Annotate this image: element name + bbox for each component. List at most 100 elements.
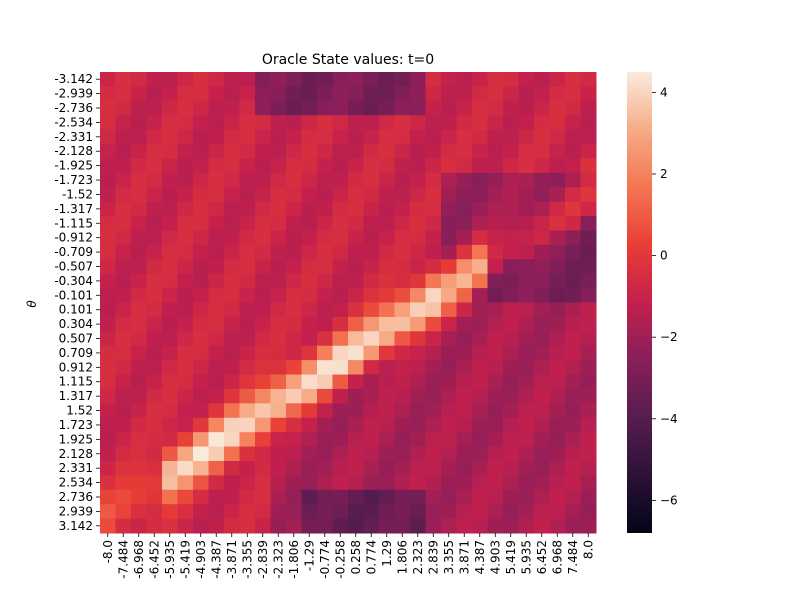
heatmap-cell [425, 115, 442, 131]
heatmap-cell [301, 187, 318, 203]
heatmap-cell [565, 403, 581, 419]
heatmap-cell [379, 187, 395, 203]
heatmap-cell [193, 129, 209, 145]
heatmap-cell [146, 331, 163, 347]
heatmap-cell [456, 288, 473, 303]
heatmap-cell [518, 172, 535, 188]
heatmap-cell [348, 331, 364, 347]
heatmap-cell [100, 504, 116, 520]
heatmap-cell [301, 460, 318, 476]
heatmap-cell [239, 518, 256, 534]
heatmap-cell [177, 129, 194, 145]
heatmap-cell [534, 201, 550, 217]
heatmap-cell [518, 100, 535, 116]
heatmap-cell [255, 518, 271, 534]
heatmap-cell [162, 302, 178, 318]
y-tick-label: -0.912 [54, 231, 93, 245]
heatmap-cell [301, 374, 318, 390]
heatmap-cell [208, 273, 225, 289]
heatmap-cell [487, 100, 504, 116]
heatmap-cell [518, 158, 535, 174]
heatmap-cell [255, 432, 271, 448]
heatmap-cell [534, 360, 550, 376]
heatmap-cell [286, 316, 302, 332]
heatmap-cell [286, 331, 302, 347]
heatmap-cell [441, 187, 457, 203]
heatmap-cell [146, 403, 163, 419]
heatmap-cell [518, 460, 535, 476]
heatmap-cell [224, 302, 240, 318]
heatmap-cell [301, 504, 318, 520]
heatmap-cell [379, 504, 395, 520]
heatmap-cell [301, 244, 318, 260]
heatmap-cell [146, 259, 163, 275]
heatmap-cell [394, 288, 411, 303]
heatmap-cell [394, 518, 411, 534]
heatmap-cell [255, 216, 271, 231]
heatmap-cell [503, 201, 519, 217]
heatmap-cell [394, 172, 411, 188]
heatmap-cell [363, 432, 380, 448]
heatmap-cell [441, 302, 457, 318]
heatmap-cell [472, 100, 488, 116]
heatmap-cell [177, 331, 194, 347]
heatmap-cell [100, 100, 116, 116]
heatmap-cell [534, 86, 550, 102]
heatmap-cell [487, 187, 504, 203]
heatmap-cell [177, 100, 194, 116]
heatmap-cell [332, 273, 349, 289]
heatmap-cell [100, 475, 116, 491]
heatmap-cell [286, 172, 302, 188]
heatmap-cell [301, 345, 318, 361]
heatmap-cell [332, 172, 349, 188]
heatmap-cell [317, 432, 333, 448]
heatmap-cell [115, 360, 132, 376]
heatmap-cell [379, 417, 395, 433]
heatmap-cell [301, 475, 318, 491]
heatmap-cell [394, 331, 411, 347]
x-tick-label: -0.774 [318, 540, 332, 579]
colorbar-ticks: 4 2 0 −2 −4 −6 [652, 85, 678, 507]
heatmap-cell [239, 417, 256, 433]
heatmap-cell [487, 316, 504, 332]
heatmap-cell [503, 460, 519, 476]
heatmap-cell [255, 158, 271, 174]
heatmap-cell [177, 216, 194, 231]
heatmap-cell [270, 172, 287, 188]
heatmap-cell [472, 129, 488, 145]
x-tick-label: 2.323 [411, 540, 425, 574]
heatmap-cell [363, 72, 380, 87]
heatmap-cell [425, 187, 442, 203]
heatmap-cell [456, 273, 473, 289]
heatmap-cell [332, 518, 349, 534]
heatmap-cell [255, 417, 271, 433]
heatmap-cell [472, 331, 488, 347]
heatmap-cell [270, 115, 287, 131]
heatmap-cell [224, 100, 240, 116]
heatmap-cell [239, 201, 256, 217]
heatmap-cell [146, 518, 163, 534]
heatmap-cell [487, 129, 504, 145]
heatmap-cell [239, 144, 256, 159]
heatmap-cell [208, 288, 225, 303]
heatmap-cell [162, 273, 178, 289]
heatmap-cell [100, 460, 116, 476]
heatmap-cell [410, 331, 426, 347]
heatmap-cell [224, 446, 240, 462]
heatmap-cell [131, 417, 147, 433]
heatmap-cell [565, 244, 581, 260]
heatmap-cell [472, 432, 488, 448]
heatmap-cell [503, 216, 519, 231]
heatmap-cell [224, 360, 240, 376]
heatmap-cell [363, 172, 380, 188]
y-tick-label: -0.709 [54, 245, 93, 259]
heatmap-cell [332, 446, 349, 462]
heatmap-cell [441, 446, 457, 462]
heatmap-cell [425, 86, 442, 102]
heatmap-cell [208, 489, 225, 505]
heatmap-cell [162, 172, 178, 188]
heatmap-cell [472, 187, 488, 203]
heatmap-cell [580, 172, 597, 188]
y-axis-ticks: -3.142-2.939-2.736-2.534-2.331-2.128-1.9… [54, 72, 100, 533]
heatmap-cell [425, 460, 442, 476]
